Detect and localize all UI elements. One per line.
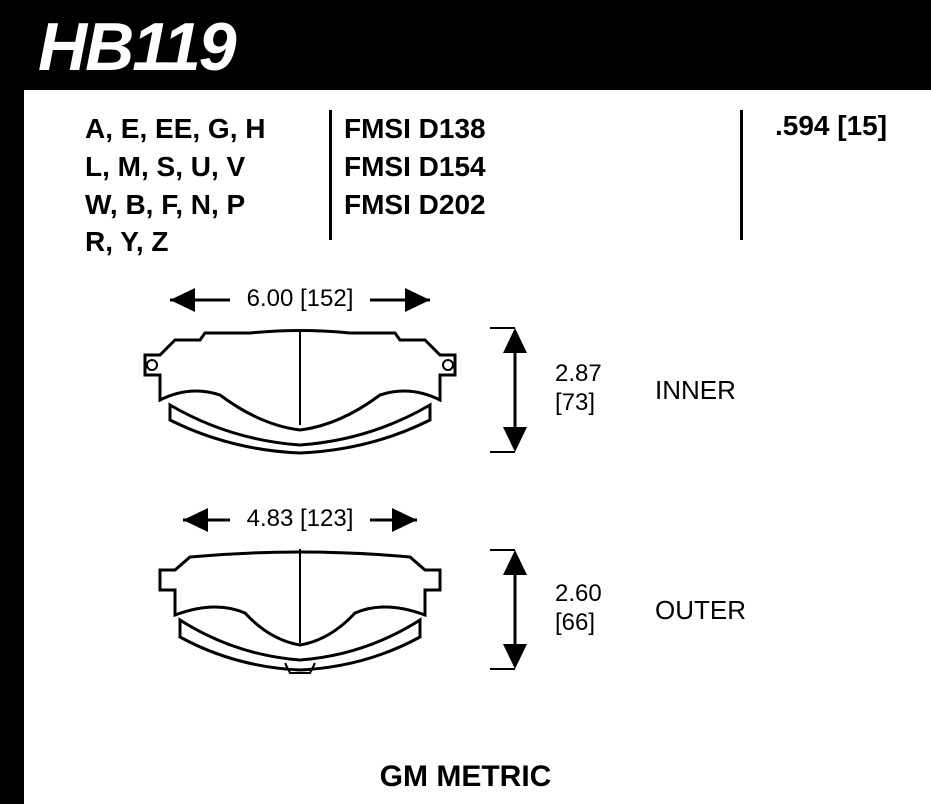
fmsi-code: FMSI D202 bbox=[344, 186, 544, 224]
footer-label: GM METRIC bbox=[0, 760, 931, 794]
inner-width-label: 6.00 [152] bbox=[230, 285, 370, 313]
compounds-line: A, E, EE, G, H bbox=[85, 110, 325, 148]
inner-height-in: 2.87 bbox=[555, 360, 602, 389]
specs-row: A, E, EE, G, H L, M, S, U, V W, B, F, N,… bbox=[85, 110, 895, 261]
inner-label: INNER bbox=[655, 375, 736, 406]
part-number: HB119 bbox=[38, 8, 235, 86]
outer-height-dim bbox=[490, 542, 540, 677]
fmsi-code: FMSI D138 bbox=[344, 110, 544, 148]
divider bbox=[740, 110, 743, 240]
inner-height-mm: [73] bbox=[555, 389, 602, 418]
inner-pad-shape bbox=[130, 325, 470, 455]
inner-height-dim bbox=[490, 320, 540, 460]
outer-label: OUTER bbox=[655, 595, 746, 626]
compounds-line: L, M, S, U, V bbox=[85, 148, 325, 186]
divider bbox=[329, 110, 332, 240]
compounds-line: W, B, F, N, P bbox=[85, 186, 325, 224]
outer-pad-shape bbox=[135, 545, 465, 675]
frame-left bbox=[0, 90, 24, 804]
thickness-value: .594 [15] bbox=[775, 110, 887, 142]
diagram-area: 6.00 [152] 2.87 [73] INNER 4.83 [123] bbox=[100, 280, 860, 740]
outer-height-label: 2.60 [66] bbox=[555, 580, 602, 638]
outer-width-label: 4.83 [123] bbox=[230, 505, 370, 533]
outer-height-mm: [66] bbox=[555, 609, 602, 638]
compounds-line: R, Y, Z bbox=[85, 223, 325, 261]
fmsi-code: FMSI D154 bbox=[344, 148, 544, 186]
compounds-column: A, E, EE, G, H L, M, S, U, V W, B, F, N,… bbox=[85, 110, 325, 261]
inner-height-label: 2.87 [73] bbox=[555, 360, 602, 418]
outer-height-in: 2.60 bbox=[555, 580, 602, 609]
fmsi-column: FMSI D138 FMSI D154 FMSI D202 bbox=[344, 110, 544, 261]
